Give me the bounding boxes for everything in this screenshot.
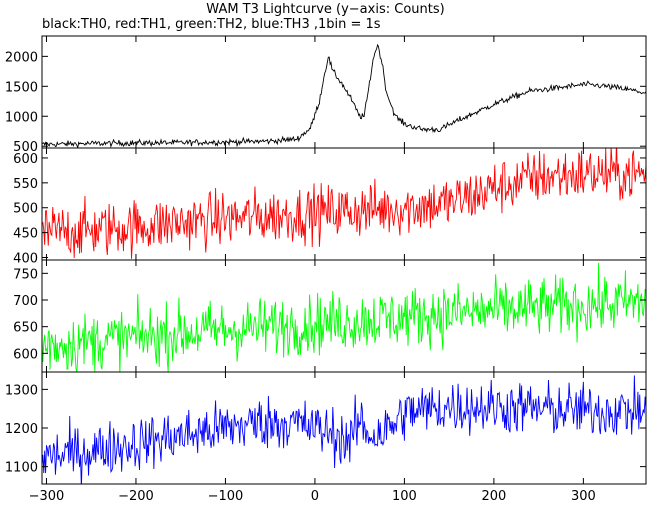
- y-tick-label: 400: [13, 252, 38, 267]
- x-tick-label: −200: [118, 489, 154, 504]
- x-tick-label: 300: [571, 489, 596, 504]
- panel-4: 1100 1200 1300: [5, 371, 647, 485]
- series-line-th1: [42, 148, 646, 259]
- y-tick-label: 700: [13, 294, 38, 309]
- y-tick-label: 1300: [5, 383, 38, 398]
- x-tick-label: 200: [481, 489, 506, 504]
- panel-3: 600 650 700 750: [13, 259, 647, 373]
- series-line-th0: [42, 43, 646, 148]
- chart-title: WAM T3 Lightcurve (y−axis: Counts): [206, 2, 445, 17]
- y-tick-label: 500: [13, 140, 38, 155]
- series-line-th3: [42, 375, 646, 484]
- panel-frame: [41, 371, 647, 485]
- y-tick-label: 2000: [5, 50, 38, 65]
- panel-frame: [41, 35, 647, 149]
- panel-2: 400 450 500 550 600: [13, 147, 647, 267]
- x-tick-label: −300: [29, 489, 65, 504]
- y-tick-label: 450: [13, 227, 38, 242]
- y-tick-label: 1200: [5, 422, 38, 437]
- x-tick-label: 100: [392, 489, 417, 504]
- x-tick-label: −100: [208, 489, 244, 504]
- y-tick-label: 600: [13, 347, 38, 362]
- y-tick-label: 1100: [5, 461, 38, 476]
- y-tick-label: 600: [13, 152, 38, 167]
- y-tick-label: 550: [13, 177, 38, 192]
- y-tick-label: 750: [13, 267, 38, 282]
- panel-1: 500 1000 1500 2000: [5, 35, 647, 155]
- series-line-th2: [42, 262, 646, 372]
- x-tick-label: 0: [311, 489, 319, 504]
- y-tick-label: 650: [13, 321, 38, 336]
- y-tick-label: 500: [13, 202, 38, 217]
- y-tick-label: 1000: [5, 110, 38, 125]
- y-tick-label: 1500: [5, 80, 38, 95]
- panels-group: 5001000150020004004505005506006006507007…: [5, 35, 647, 504]
- chart-subtitle: black:TH0, red:TH1, green:TH2, blue:TH3 …: [42, 17, 381, 32]
